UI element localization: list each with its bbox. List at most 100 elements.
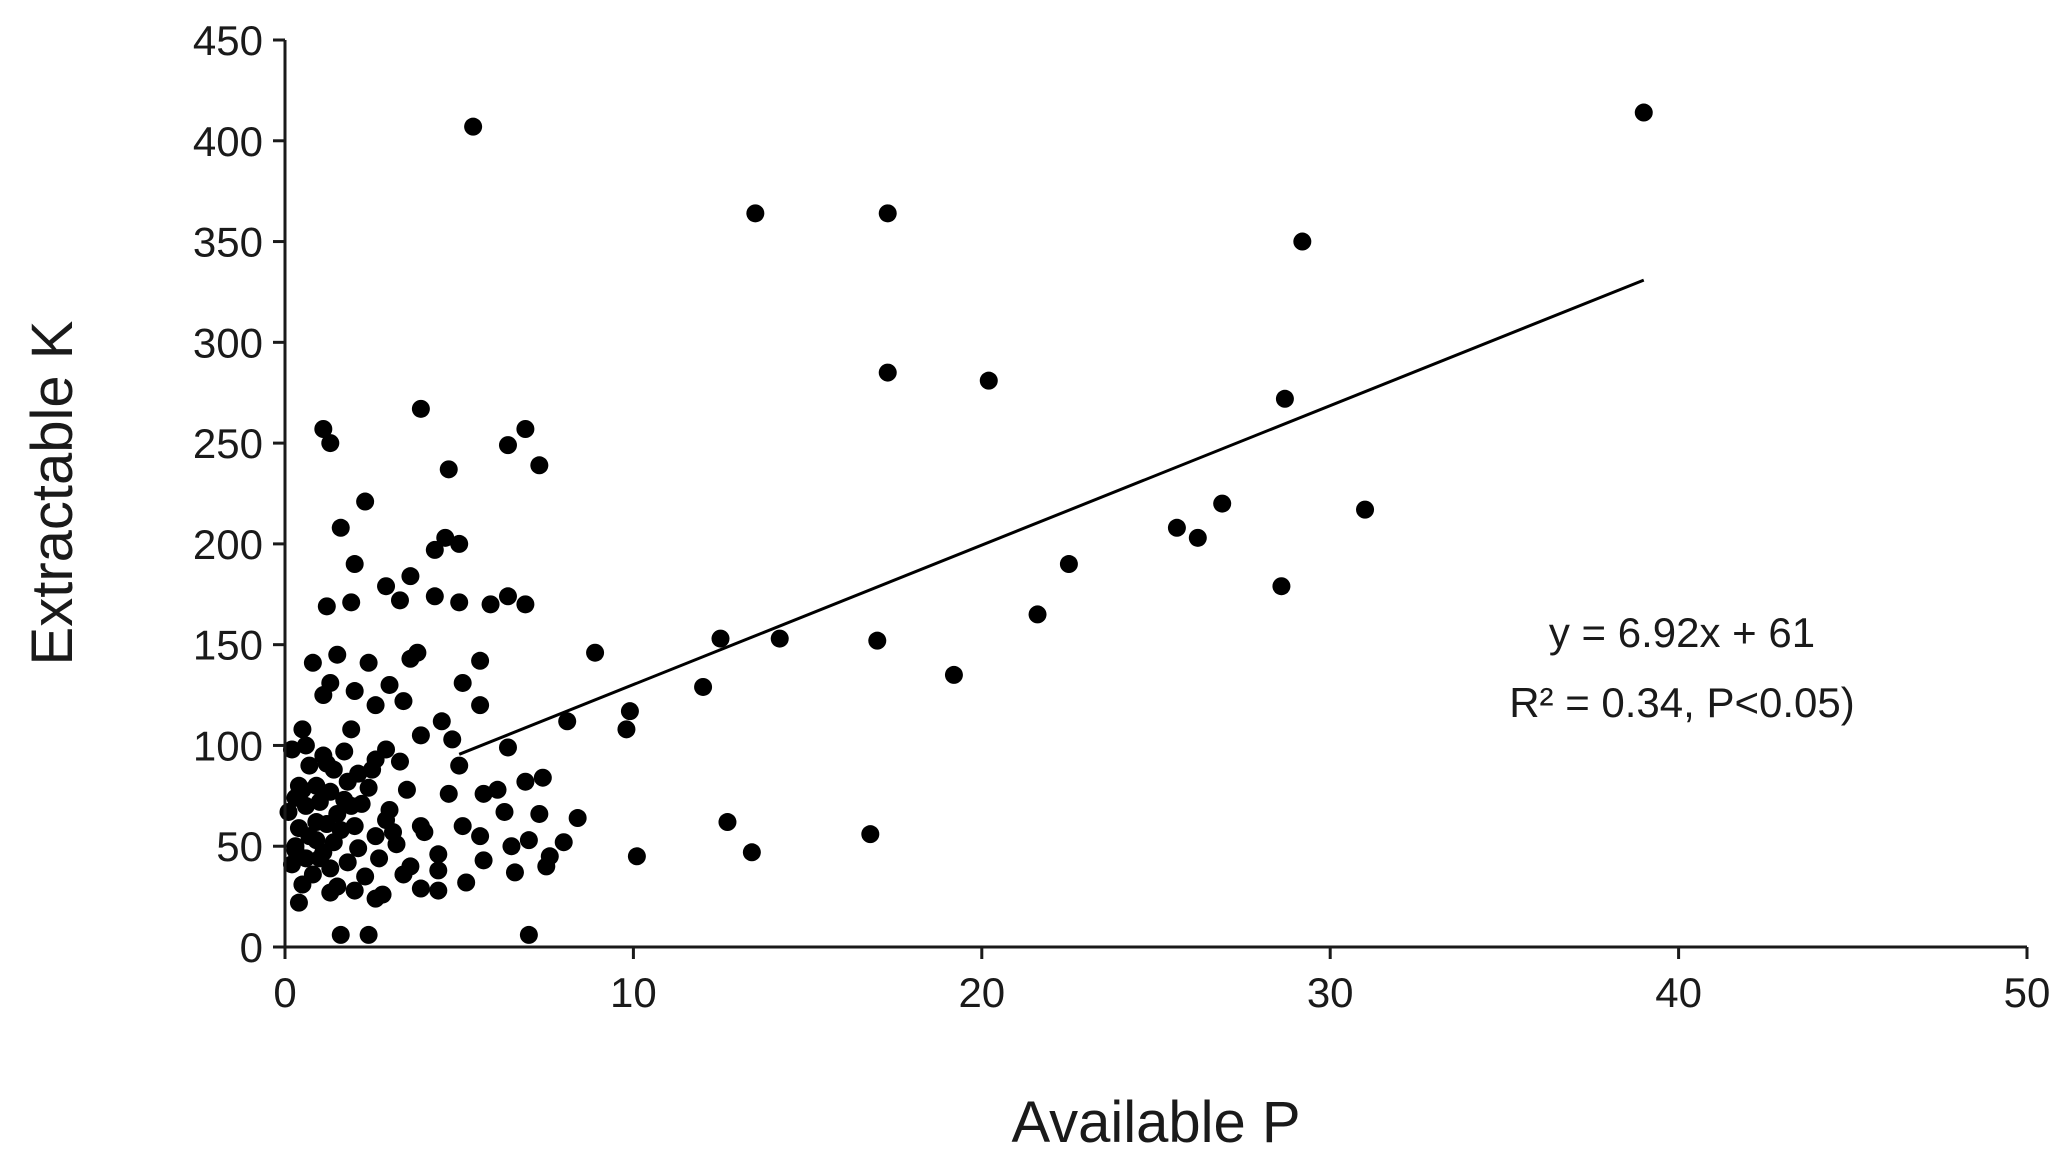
data-point	[345, 682, 364, 701]
data-point	[394, 865, 413, 884]
data-point	[488, 780, 507, 799]
data-point	[620, 702, 639, 721]
x-tick-label: 10	[610, 969, 657, 1016]
data-point	[586, 643, 605, 662]
data-point	[282, 855, 301, 874]
data-point	[314, 420, 333, 439]
y-tick-label: 100	[193, 722, 263, 769]
y-tick-label: 150	[193, 622, 263, 669]
data-point	[1275, 389, 1294, 408]
data-point	[568, 809, 587, 828]
data-point	[474, 851, 493, 870]
data-point	[471, 827, 490, 846]
data-point	[519, 831, 538, 850]
data-point	[450, 593, 469, 612]
data-point	[450, 756, 469, 775]
data-point	[533, 768, 552, 787]
data-point	[359, 653, 378, 672]
y-tick-label: 250	[193, 420, 263, 467]
data-point	[303, 653, 322, 672]
data-point	[338, 772, 357, 791]
data-point	[1188, 528, 1207, 547]
data-point	[464, 117, 483, 136]
data-point	[495, 802, 514, 821]
data-point	[390, 591, 409, 610]
data-point	[349, 839, 368, 858]
data-point	[377, 577, 396, 596]
data-point	[331, 518, 350, 537]
data-point	[310, 792, 329, 811]
data-point	[861, 825, 880, 844]
data-point	[359, 778, 378, 797]
regression-equation: y = 6.92x + 61	[1549, 609, 1815, 656]
data-point	[474, 784, 493, 803]
data-point	[429, 845, 448, 864]
data-point	[317, 597, 336, 616]
data-point	[293, 720, 312, 739]
data-point	[617, 720, 636, 739]
data-point	[1634, 103, 1653, 122]
data-point	[1293, 232, 1312, 251]
data-point	[293, 875, 312, 894]
y-tick-label: 400	[193, 118, 263, 165]
data-point	[878, 204, 897, 223]
data-point	[390, 752, 409, 771]
data-point	[401, 567, 420, 586]
x-tick-label: 30	[1307, 969, 1354, 1016]
data-point	[345, 555, 364, 574]
data-point	[457, 873, 476, 892]
data-point	[425, 540, 444, 559]
data-point	[471, 651, 490, 670]
data-point	[335, 742, 354, 761]
data-point	[356, 492, 375, 511]
trendline	[458, 278, 1645, 756]
data-point	[746, 204, 765, 223]
data-point	[321, 434, 340, 453]
data-point	[282, 740, 301, 759]
data-point	[338, 853, 357, 872]
data-point	[944, 665, 963, 684]
data-point	[328, 645, 347, 664]
data-point	[314, 686, 333, 705]
data-point	[429, 861, 448, 880]
data-point	[443, 730, 462, 749]
data-point	[1272, 577, 1291, 596]
data-point	[411, 399, 430, 418]
data-point	[380, 675, 399, 694]
data-point	[394, 692, 413, 711]
y-tick-label: 0	[240, 924, 263, 971]
data-point	[296, 736, 315, 755]
data-point	[498, 436, 517, 455]
data-point	[307, 776, 326, 795]
data-point	[293, 780, 312, 799]
data-point	[530, 456, 549, 475]
data-point	[516, 772, 535, 791]
data-point	[429, 881, 448, 900]
data-point	[554, 833, 573, 852]
data-points	[279, 103, 1653, 944]
data-point	[516, 420, 535, 439]
x-tick-label: 50	[2004, 969, 2051, 1016]
data-point	[425, 587, 444, 606]
data-point	[286, 841, 305, 860]
data-point	[279, 802, 298, 821]
data-point	[558, 712, 577, 731]
r-squared-label: R² = 0.34, P<0.05)	[1509, 679, 1855, 726]
data-point	[370, 849, 389, 868]
data-point	[502, 837, 521, 856]
data-point	[979, 371, 998, 390]
data-point	[342, 593, 361, 612]
data-point	[335, 790, 354, 809]
data-point	[342, 720, 361, 739]
data-point	[878, 363, 897, 382]
data-point	[868, 631, 887, 650]
data-point	[289, 893, 308, 912]
y-tick-label: 300	[193, 319, 263, 366]
data-point	[377, 811, 396, 830]
x-tick-label: 20	[958, 969, 1005, 1016]
data-point	[450, 534, 469, 553]
data-point	[411, 726, 430, 745]
y-tick-label: 200	[193, 521, 263, 568]
y-tick-label: 450	[193, 17, 263, 64]
